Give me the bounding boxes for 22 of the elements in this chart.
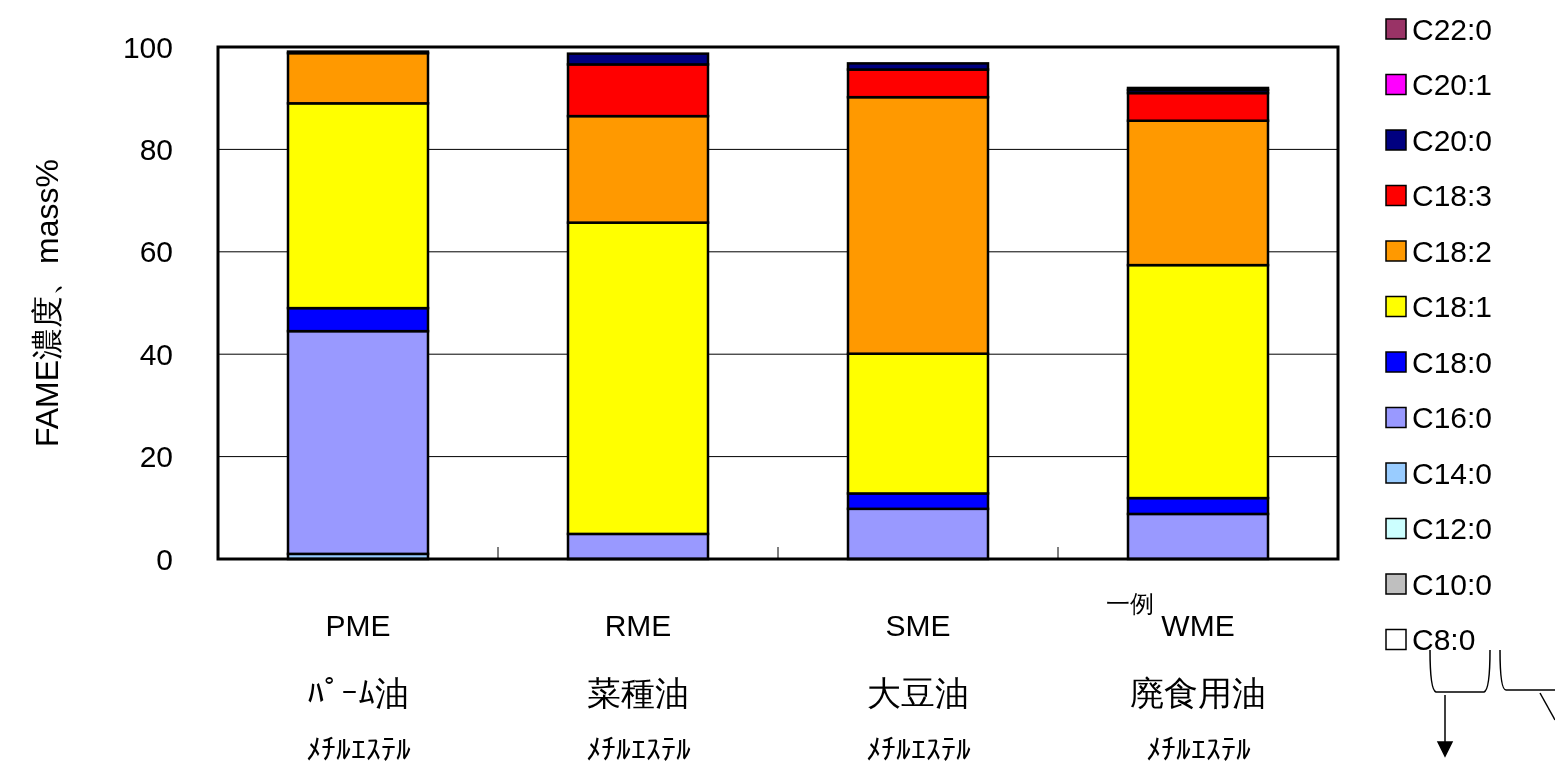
legend-label: C12:0 (1412, 512, 1493, 545)
x-tick-label: PMEﾊﾟｰﾑ油ﾒﾁﾙｴｽﾃﾙ (305, 609, 411, 766)
x-tick-label: SME大豆油ﾒﾁﾙｴｽﾃﾙ (865, 609, 971, 766)
legend-label: C18:2 (1412, 234, 1493, 268)
legend-label: C18:0 (1412, 345, 1493, 379)
y-axis-title: FAME濃度、mass% (29, 158, 65, 448)
legend-label: C22:0 (1412, 12, 1493, 46)
legend-label: C14:0 (1412, 456, 1493, 490)
y-tick-label: 80 (139, 132, 173, 166)
y-tick-label: 60 (139, 235, 173, 269)
legend-label: C16:0 (1412, 401, 1493, 434)
x-tick-label: RME菜種油ﾒﾁﾙｴｽﾃﾙ (585, 609, 691, 766)
y-tick-label: 40 (139, 337, 173, 371)
y-tick-label: 0 (156, 542, 173, 576)
legend-label: C8:0 (1412, 623, 1476, 656)
y-tick-label: 100 (122, 30, 173, 64)
legend-label: C20:0 (1412, 123, 1493, 157)
legend-label: C20:1 (1412, 68, 1493, 101)
legend-label: C18:3 (1412, 179, 1493, 212)
legend-label: C10:0 (1412, 567, 1493, 601)
legend-label: C18:1 (1412, 290, 1493, 323)
y-tick-label: 20 (139, 440, 173, 474)
